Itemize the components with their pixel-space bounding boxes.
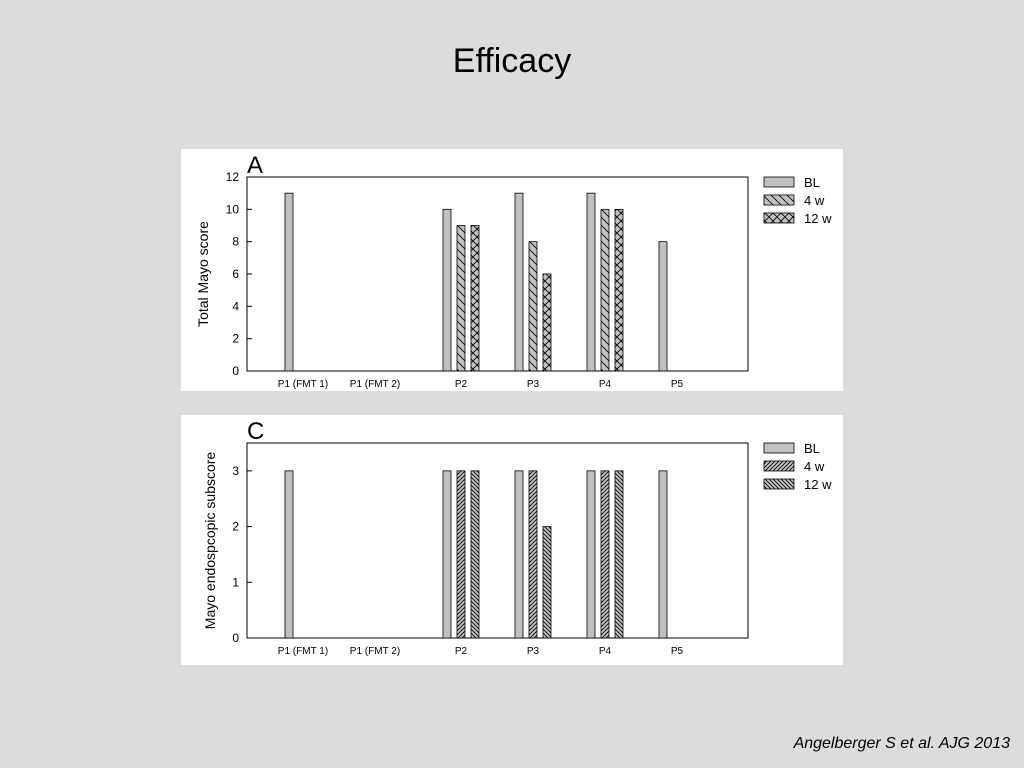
bar-12w-4 (614, 470, 624, 639)
chart-c-svg: C 0 1 2 3 Mayo endospcopic subscore P1 (FMT 1)… (202, 418, 832, 657)
x-tick-label: P3 (527, 379, 540, 390)
legend-swatch (763, 460, 795, 472)
x-tick-label: P2 (455, 646, 468, 657)
legend-swatch (763, 442, 795, 454)
legend-label: 4 w (804, 193, 825, 208)
legend-label: BL (804, 441, 820, 456)
y-tick-label: 1 (232, 575, 239, 589)
bar-BL-5 (658, 241, 668, 372)
bar-BL-4 (586, 192, 596, 372)
y-axis-label: Mayo endospcopic subscore (202, 452, 218, 630)
legend-label: 12 w (804, 477, 832, 492)
citation: Angelberger S et al. AJG 2013 (793, 735, 1010, 752)
slide-title: Efficacy (452, 42, 572, 80)
legend-swatch (763, 176, 795, 188)
x-tick-label: P4 (599, 379, 612, 390)
chart-panel-c: C 0 1 2 3 Mayo endospcopic subscore P1 (FMT 1)… (181, 415, 843, 665)
bar-BL-0 (284, 192, 294, 372)
y-tick-label: 2 (232, 520, 239, 534)
plot-frame (246, 442, 749, 639)
bar-BL-3 (514, 470, 524, 639)
legend-swatch (763, 212, 795, 224)
bar-BL-2 (442, 470, 452, 639)
bar-4w-4 (600, 208, 610, 372)
bar-12w-3 (542, 526, 552, 639)
bar-4w-3 (528, 241, 538, 372)
x-tick-label: P2 (455, 379, 468, 390)
y-tick-label: 10 (226, 202, 240, 216)
chart-a-svg: A 0 2 4 6 8 10 12 Total Mayo score P1 (FMT 1) P1 (… (195, 152, 832, 390)
bar-BL-0 (284, 470, 294, 639)
x-tick-label: P5 (671, 646, 684, 657)
x-tick-label: P1 (FMT 2) (350, 379, 400, 390)
y-tick-label: 3 (232, 464, 239, 478)
legend-label: BL (804, 175, 820, 190)
y-tick-label: 8 (232, 235, 239, 249)
panel-label: C (247, 418, 264, 445)
y-axis-label: Total Mayo score (195, 221, 211, 327)
bar-12w-4 (614, 208, 624, 372)
y-tick-label: 2 (232, 332, 239, 346)
x-tick-label: P4 (599, 646, 612, 657)
bar-BL-4 (586, 470, 596, 639)
y-tick-label: 6 (232, 267, 239, 281)
y-tick-label: 12 (226, 170, 240, 184)
x-tick-label: P5 (671, 379, 684, 390)
x-tick-label: P3 (527, 646, 540, 657)
panel-label: A (247, 152, 263, 179)
y-tick-label: 0 (232, 364, 239, 378)
plot-frame (246, 176, 749, 372)
bar-12w-2 (470, 470, 480, 639)
y-tick-label: 0 (232, 631, 239, 645)
bar-4w-3 (528, 470, 538, 639)
bar-4w-2 (456, 470, 466, 639)
bar-BL-2 (442, 208, 452, 372)
y-tick-label: 4 (232, 299, 239, 313)
bar-12w-2 (470, 225, 480, 372)
bar-BL-5 (658, 470, 668, 639)
legend-label: 4 w (804, 459, 825, 474)
legend-swatch (763, 478, 795, 490)
x-tick-label: P1 (FMT 2) (350, 646, 400, 657)
x-tick-label: P1 (FMT 1) (278, 646, 328, 657)
bar-4w-4 (600, 470, 610, 639)
bar-4w-2 (456, 225, 466, 372)
bar-BL-3 (514, 192, 524, 372)
x-tick-label: P1 (FMT 1) (278, 379, 328, 390)
legend-label: 12 w (804, 211, 832, 226)
bar-12w-3 (542, 273, 552, 372)
chart-panel-a: A 0 2 4 6 8 10 12 Total Mayo score P1 (FMT 1) P1 (… (181, 149, 843, 391)
legend-swatch (763, 194, 795, 206)
